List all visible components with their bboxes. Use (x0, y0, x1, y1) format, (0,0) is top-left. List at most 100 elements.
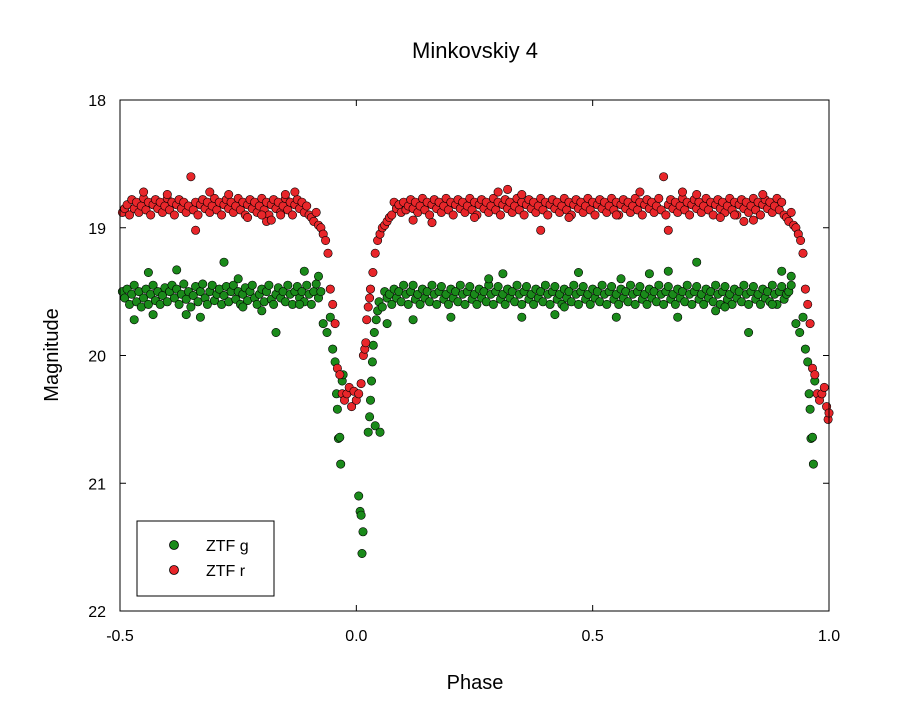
data-point (550, 281, 560, 291)
data-point (325, 312, 335, 322)
data-point (748, 281, 758, 291)
data-point (370, 421, 380, 431)
data-point (777, 197, 787, 207)
data-point (578, 281, 588, 291)
data-point (472, 299, 482, 309)
data-point (207, 280, 217, 290)
data-point (306, 299, 316, 309)
data-point (755, 299, 765, 309)
chart-title: Minkovskiy 4 (412, 38, 538, 63)
x-tick-label: 1.0 (818, 628, 840, 645)
data-point (362, 315, 372, 325)
data-point (614, 299, 624, 309)
data-point (564, 213, 574, 223)
data-point (139, 187, 149, 197)
legend-label-ztf-g: ZTF g (206, 538, 249, 555)
data-point (347, 402, 357, 412)
data-point (366, 376, 376, 386)
data-point (495, 210, 505, 220)
data-point (356, 379, 366, 389)
data-point (323, 248, 333, 258)
y-axis-label: Magnitude (41, 308, 63, 401)
data-point (257, 306, 267, 316)
data-point (169, 293, 179, 303)
data-point (233, 274, 243, 284)
data-point (804, 389, 814, 399)
data-point (311, 207, 321, 217)
legend: ZTF g ZTF r (136, 520, 275, 597)
x-tick-label: 0.0 (345, 628, 367, 645)
data-point (302, 280, 312, 290)
data-point (363, 427, 373, 437)
data-point (767, 280, 777, 290)
series-ztf-r (117, 172, 834, 424)
data-point (744, 299, 754, 309)
data-point (521, 281, 531, 291)
data-point (805, 319, 815, 329)
data-point (408, 315, 418, 325)
data-point (460, 299, 470, 309)
axes: -0.5 0.0 0.5 1.0 18 19 20 21 22 (88, 93, 840, 645)
data-point (448, 210, 458, 220)
data-point (545, 299, 555, 309)
data-point (369, 327, 379, 337)
data-point (313, 271, 323, 281)
data-points (117, 172, 834, 558)
legend-marker-ztf-r (169, 565, 179, 575)
data-point (179, 279, 189, 289)
data-point (493, 187, 503, 197)
data-point (425, 210, 435, 220)
data-point (363, 302, 373, 312)
data-point (318, 319, 328, 329)
data-point (569, 280, 579, 290)
data-point (512, 280, 522, 290)
data-point (654, 280, 664, 290)
legend-label-ztf-r: ZTF r (206, 563, 246, 580)
data-point (637, 210, 647, 220)
data-point (687, 299, 697, 309)
data-point (217, 210, 227, 220)
data-point (162, 297, 172, 307)
data-point (266, 215, 276, 225)
data-point (659, 299, 669, 309)
data-point (335, 432, 345, 442)
data-point (559, 302, 569, 312)
data-point (519, 210, 529, 220)
data-point (540, 280, 550, 290)
data-point (692, 281, 702, 291)
data-point (536, 225, 546, 235)
data-point (269, 299, 279, 309)
data-point (403, 299, 413, 309)
data-point (663, 281, 673, 291)
data-point (336, 459, 346, 469)
y-tick-label: 19 (88, 221, 106, 238)
data-point (328, 344, 338, 354)
data-point (436, 281, 446, 291)
data-point (365, 395, 375, 405)
data-point (602, 299, 612, 309)
data-point (148, 280, 158, 290)
data-point (625, 280, 635, 290)
data-point (162, 190, 172, 200)
data-point (498, 269, 508, 279)
data-point (321, 236, 331, 246)
data-point (455, 280, 465, 290)
x-tick-label: 0.5 (582, 628, 604, 645)
data-point (739, 280, 749, 290)
data-point (517, 190, 527, 200)
data-point (365, 412, 375, 422)
data-point (143, 299, 153, 309)
data-point (699, 299, 709, 309)
data-point (786, 271, 796, 281)
data-point (715, 213, 725, 223)
data-point (357, 548, 367, 558)
data-point (484, 274, 494, 284)
data-point (654, 193, 664, 203)
data-point (597, 280, 607, 290)
data-point (644, 269, 654, 279)
data-point (224, 190, 234, 200)
data-point (276, 210, 286, 220)
data-point (744, 327, 754, 337)
data-point (517, 299, 527, 309)
data-point (796, 236, 806, 246)
